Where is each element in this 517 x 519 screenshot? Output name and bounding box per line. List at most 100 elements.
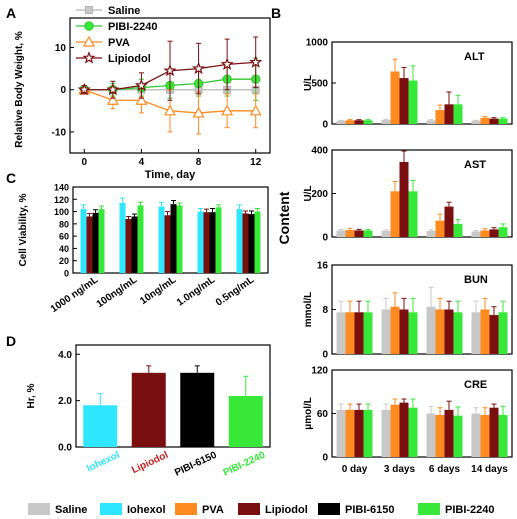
legend-swatch — [238, 503, 260, 515]
bar-pva — [345, 120, 355, 124]
y-tick-label: 60 — [59, 232, 69, 242]
data-point — [134, 78, 149, 92]
legend-label: PIBI-2240 — [108, 21, 158, 33]
data-point — [163, 104, 177, 116]
bar-lipiodol — [203, 212, 210, 273]
x-tick-label: 1000 ng/mL — [49, 274, 100, 315]
bar-pibi-2240 — [254, 211, 261, 273]
y-tick-label: 120 — [54, 195, 69, 205]
y-tick-label: -10 — [52, 127, 67, 138]
bar-lipiodol — [444, 104, 454, 124]
subchart-ast: 0 200 400 AST U/L — [303, 146, 513, 244]
subchart-bun: 0 8 16 BUN mmol/L — [303, 261, 513, 361]
bar-pva — [480, 309, 490, 354]
legend-label: Lipiodol — [265, 504, 308, 516]
bar-lipiodol — [354, 120, 364, 124]
cell-viability-bar-chart: 0 20 40 60 80 100 120 140 Cell Viability, % 1000 … — [18, 183, 269, 315]
x-tick-label: 100ng/mL — [95, 274, 140, 310]
x-tick-label: 14 days — [471, 464, 508, 475]
bar-saline — [336, 409, 346, 457]
bar-saline — [381, 409, 391, 457]
legend-swatch — [318, 503, 340, 515]
y-axis-label: Cell Viability, % — [18, 193, 29, 266]
x-tick-label: 1.0ng/mL — [175, 274, 217, 308]
legend-label: Iohexol — [127, 504, 166, 516]
bar-pva — [435, 110, 445, 124]
x-tick-label: 6 days — [429, 464, 461, 475]
panel-label-c: C — [6, 170, 16, 186]
y-tick-label: 1000 — [306, 38, 329, 49]
legend-marker — [85, 6, 93, 14]
y-tick-label: 100 — [54, 207, 69, 217]
x-tick-label: 12 — [250, 157, 262, 168]
bar-lipiodol — [164, 215, 171, 273]
bar-pibi-2240 — [408, 191, 418, 237]
bar-iohexol — [83, 405, 118, 447]
bar-pva — [480, 414, 490, 457]
panel-label-a: A — [6, 5, 16, 21]
data-point — [249, 55, 263, 68]
bar-saline — [336, 312, 346, 354]
x-tick-label: 0.5ng/mL — [214, 274, 256, 308]
bar-pibi-2240 — [498, 414, 508, 457]
bar-pva — [435, 220, 445, 237]
legend-label: PIBI-2240 — [445, 504, 495, 516]
bar-pibi-2240 — [453, 104, 463, 124]
legend-marker — [84, 21, 94, 31]
bar-saline — [336, 230, 346, 237]
legend-item-lipiodol: Lipiodol — [238, 503, 308, 516]
bottom-legend: Saline Iohexol PVA Lipiodol PIBI-6150 PIBI-22… — [28, 503, 495, 516]
subchart-title: CRE — [464, 379, 487, 391]
bar-lipiodol — [354, 409, 364, 457]
bar-lipiodol — [131, 372, 166, 447]
bar-lipiodol — [354, 312, 364, 354]
bar-pva — [345, 409, 355, 457]
y-axis-label: mmol/L — [303, 292, 314, 328]
bar-pibi-2240 — [363, 230, 373, 237]
y-tick-label: 0 — [60, 85, 66, 96]
bar-iohexol — [80, 209, 87, 273]
y-tick-label: 20 — [59, 256, 69, 266]
y-tick-label: 80 — [59, 219, 69, 229]
bar-saline — [426, 230, 436, 237]
bar-pibi-6150 — [248, 214, 255, 273]
bar-saline — [336, 120, 346, 124]
bar-saline — [381, 119, 391, 124]
bar-saline — [426, 306, 436, 354]
y-tick-label: 60 — [317, 409, 329, 420]
legend-marker — [82, 35, 96, 47]
legend-label: Saline — [108, 5, 140, 17]
bar-pibi-2240 — [137, 205, 144, 273]
bar-pva — [345, 312, 355, 354]
legend-swatch — [175, 503, 197, 515]
bar-iohexol — [158, 206, 165, 273]
legend-label: PIBI-6150 — [345, 504, 395, 516]
bar-pibi-6150 — [92, 212, 99, 273]
legend-swatch — [418, 503, 440, 515]
bar-saline — [381, 309, 391, 354]
bar-pva — [345, 230, 355, 237]
bar-pibi-2240 — [453, 415, 463, 457]
bar-pibi-2240 — [408, 80, 418, 124]
bar-pibi-2240 — [498, 227, 508, 237]
legend-item-pva: PVA — [175, 503, 224, 516]
plot-frame — [331, 41, 513, 125]
x-tick-label: 0 day — [342, 464, 368, 475]
y-axis-label: U/L — [303, 75, 314, 91]
bar-pibi-2240 — [228, 396, 263, 447]
bar-saline — [471, 312, 481, 354]
bar-pva — [480, 117, 490, 124]
subchart-title: BUN — [464, 274, 488, 286]
bar-pva — [435, 309, 445, 354]
bar-pibi-2240 — [363, 409, 373, 457]
bar-saline — [471, 231, 481, 237]
x-tick-label: 8 — [196, 157, 202, 168]
y-tick-label: 400 — [311, 146, 328, 157]
panel-a-plot-frame — [69, 17, 271, 154]
x-tick-label: 10ng/mL — [138, 274, 178, 307]
bar-pva — [390, 71, 400, 124]
y-axis-label: Hr, % — [26, 383, 37, 408]
bar-lipiodol — [489, 407, 499, 457]
x-axis-label: Time, day — [145, 169, 196, 181]
